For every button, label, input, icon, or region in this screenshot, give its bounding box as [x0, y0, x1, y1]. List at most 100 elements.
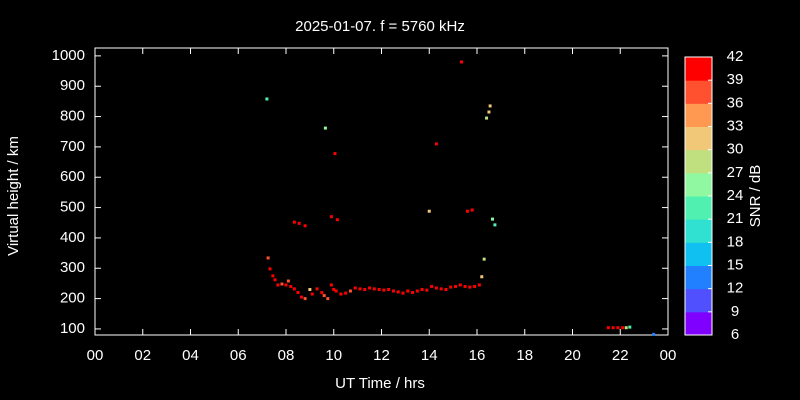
x-tick-label: 00	[87, 347, 104, 364]
x-axis-label: UT Time / hrs	[335, 375, 425, 392]
colorbar-band	[685, 80, 712, 104]
colorbar-band	[685, 103, 712, 127]
point	[335, 218, 339, 222]
colorbar-tick-label: 15	[727, 256, 744, 273]
point	[406, 289, 410, 293]
y-tick-label: 1000	[52, 47, 85, 64]
x-tick-label: 02	[134, 347, 151, 364]
point	[308, 287, 312, 291]
point	[271, 274, 275, 278]
y-tick-label: 800	[60, 108, 85, 125]
point	[387, 287, 391, 291]
point	[420, 287, 424, 291]
colorbar-tick-label: 24	[727, 187, 744, 204]
colorbar-tick-label: 33	[727, 117, 744, 134]
point	[401, 291, 405, 295]
point	[344, 291, 348, 295]
y-tick-label: 100	[60, 320, 85, 337]
point	[353, 286, 357, 290]
x-tick-label: 10	[325, 347, 342, 364]
point	[396, 290, 400, 294]
point	[326, 297, 330, 301]
y-tick-label: 300	[60, 259, 85, 276]
point	[458, 283, 462, 287]
point	[358, 287, 362, 291]
point	[382, 288, 386, 292]
point	[332, 287, 336, 291]
point	[300, 295, 304, 299]
point	[624, 326, 628, 330]
point	[454, 284, 458, 288]
point	[266, 256, 270, 260]
point	[339, 292, 343, 296]
x-tick-label: 08	[278, 347, 295, 364]
point	[430, 284, 434, 288]
colorbar-band	[685, 265, 712, 290]
colorbar-tick-label: 12	[727, 280, 744, 297]
x-tick-label: 22	[612, 347, 629, 364]
x-tick-label: 12	[373, 347, 390, 364]
colorbar-band	[685, 149, 712, 174]
point	[391, 289, 395, 293]
colorbar-band	[685, 196, 712, 220]
point	[427, 209, 431, 213]
point	[611, 326, 615, 330]
point	[488, 104, 492, 108]
point	[297, 221, 301, 225]
point	[320, 291, 324, 295]
point	[459, 60, 463, 64]
point	[368, 286, 372, 290]
colorbar-band	[685, 172, 712, 197]
point	[289, 284, 293, 288]
point	[372, 287, 376, 291]
colorbar-tick-label: 9	[731, 303, 739, 320]
colorbar-tick-label: 39	[727, 71, 744, 88]
y-tick-label: 400	[60, 229, 85, 246]
point	[329, 283, 333, 287]
point	[485, 116, 489, 120]
point	[444, 287, 448, 291]
point	[493, 223, 497, 227]
x-tick-label: 00	[660, 347, 677, 364]
colorbar-tick-label: 21	[727, 210, 744, 227]
point	[411, 291, 415, 295]
point	[323, 126, 327, 130]
y-tick-label: 600	[60, 168, 85, 185]
colorbar-tick-label: 42	[727, 48, 744, 65]
colorbar-band	[685, 219, 712, 243]
point	[463, 284, 467, 288]
point	[292, 287, 296, 291]
point	[465, 209, 469, 213]
point	[487, 110, 491, 114]
x-tick-label: 04	[182, 347, 199, 364]
colorbar-tick-label: 18	[727, 233, 744, 250]
x-tick-label: 16	[469, 347, 486, 364]
point	[334, 289, 338, 293]
point	[273, 278, 277, 282]
point	[322, 294, 326, 298]
point	[296, 291, 300, 295]
point	[348, 289, 352, 293]
point	[315, 287, 319, 291]
point	[280, 282, 284, 286]
point	[329, 215, 333, 219]
colorbar-tick-label: 6	[731, 326, 739, 343]
point	[482, 257, 486, 261]
point	[265, 97, 269, 101]
point	[286, 279, 290, 283]
point	[449, 285, 453, 289]
point	[477, 283, 481, 287]
point	[377, 287, 381, 291]
point	[434, 142, 438, 146]
y-tick-label: 900	[60, 77, 85, 94]
point	[303, 224, 307, 228]
y-tick-label: 700	[60, 138, 85, 155]
point	[434, 286, 438, 290]
colorbar-tick-label: 30	[727, 141, 744, 158]
point	[276, 283, 280, 287]
plot-frame	[94, 47, 669, 336]
point	[268, 267, 272, 271]
colorbar-label: SNR / dB	[747, 165, 764, 228]
x-tick-label: 14	[421, 347, 438, 364]
